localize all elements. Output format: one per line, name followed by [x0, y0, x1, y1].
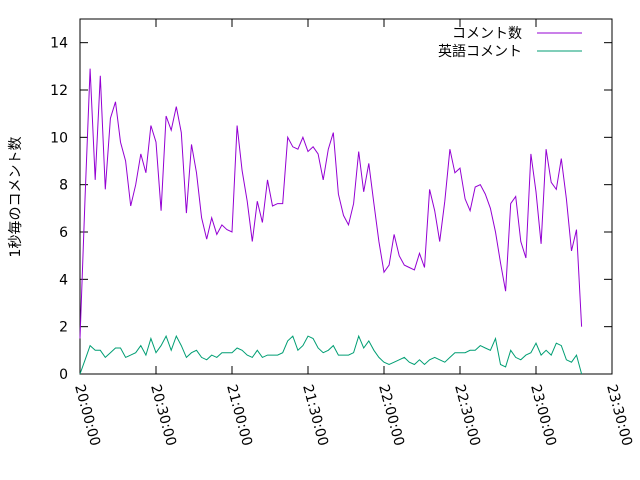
x-tick-label: 23:00:00	[527, 383, 559, 448]
y-axis-label: 1秒毎のコメント数	[8, 137, 24, 258]
y-tick-label: 8	[59, 178, 68, 194]
y-tick-label: 2	[59, 320, 68, 336]
x-tick-label: 22:00:00	[375, 383, 407, 448]
x-tick-label: 21:30:00	[299, 383, 331, 448]
x-tick-label: 23:30:00	[603, 383, 635, 448]
y-tick-label: 14	[50, 36, 68, 52]
plot-frame	[79, 18, 613, 375]
axis-ticks: 0 2 4 6 8 10 12 14 20:00:00 20:30:00 21:00:00 21:30…	[50, 19, 635, 448]
x-tick-label: 20:00:00	[71, 383, 103, 448]
x-tick-label: 21:00:00	[223, 383, 255, 448]
y-tick-label: 6	[59, 225, 68, 241]
x-tick-label: 22:30:00	[451, 383, 483, 448]
y-tick-label: 0	[59, 367, 68, 383]
y-tick-label: 10	[50, 130, 68, 146]
y-tick-label: 12	[50, 83, 68, 99]
series-line-2	[79, 334, 583, 375]
series-layer	[79, 68, 583, 375]
legend-label-1: コメント数	[452, 26, 522, 42]
legend-label-2: 英語コメント	[438, 43, 522, 60]
x-tick-label: 20:30:00	[147, 383, 179, 448]
series-line-1	[79, 68, 583, 339]
y-tick-label: 4	[59, 272, 68, 288]
